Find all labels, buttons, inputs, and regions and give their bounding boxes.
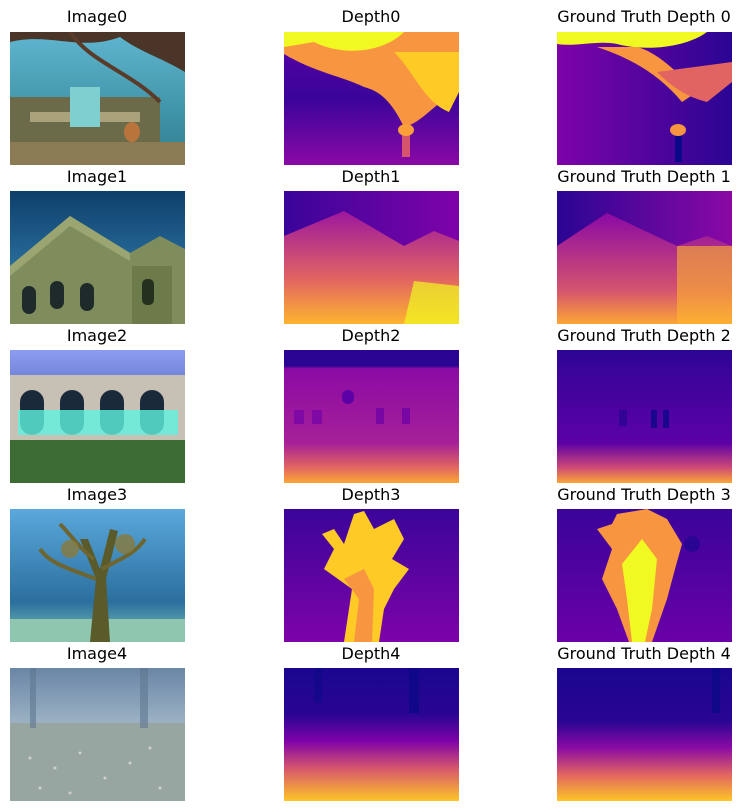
gt-depth-panel-3 [557,509,732,642]
depth-panel-4 [284,668,459,801]
image-panel-1 [10,191,185,324]
predicted-depth-map [284,668,459,801]
image-panel-4 [10,668,185,801]
image-panel-3 [10,509,185,642]
ground-truth-depth-map [557,32,732,165]
depth-title-3: Depth3 [341,485,401,504]
underwater-tree-image [10,509,185,642]
predicted-depth-map [284,509,459,642]
submerged-building-image [10,191,185,324]
image-title-3: Image3 [66,485,128,504]
gt-depth-title-4: Ground Truth Depth 4 [557,644,731,663]
murky-seabed-image [10,668,185,801]
image-title-2: Image2 [66,326,128,345]
gt-depth-panel-4 [557,668,732,801]
gt-depth-title-0: Ground Truth Depth 0 [557,7,731,26]
image-panel-0 [10,32,185,165]
image-title-4: Image4 [66,644,128,663]
predicted-depth-map [284,350,459,483]
depth-panel-3 [284,509,459,642]
gt-depth-title-1: Ground Truth Depth 1 [557,167,731,186]
ground-truth-depth-map [557,191,732,324]
ground-truth-depth-map [557,668,732,801]
underwater-ruins-image [10,32,185,165]
ground-truth-depth-map [557,350,732,483]
ground-truth-depth-map [557,509,732,642]
predicted-depth-map [284,32,459,165]
depth-title-2: Depth2 [341,326,401,345]
depth-title-4: Depth4 [341,644,401,663]
gt-depth-panel-0 [557,32,732,165]
gt-depth-panel-2 [557,350,732,483]
gt-depth-title-3: Ground Truth Depth 3 [557,485,731,504]
depth-panel-0 [284,32,459,165]
image-title-0: Image0 [66,7,128,26]
image-panel-2 [10,350,185,483]
flooded-arcade-image [10,350,185,483]
predicted-depth-map [284,191,459,324]
depth-panel-2 [284,350,459,483]
depth-panel-1 [284,191,459,324]
gt-depth-title-2: Ground Truth Depth 2 [557,326,731,345]
depth-title-1: Depth1 [341,167,401,186]
image-title-1: Image1 [66,167,128,186]
depth-title-0: Depth0 [341,7,401,26]
gt-depth-panel-1 [557,191,732,324]
